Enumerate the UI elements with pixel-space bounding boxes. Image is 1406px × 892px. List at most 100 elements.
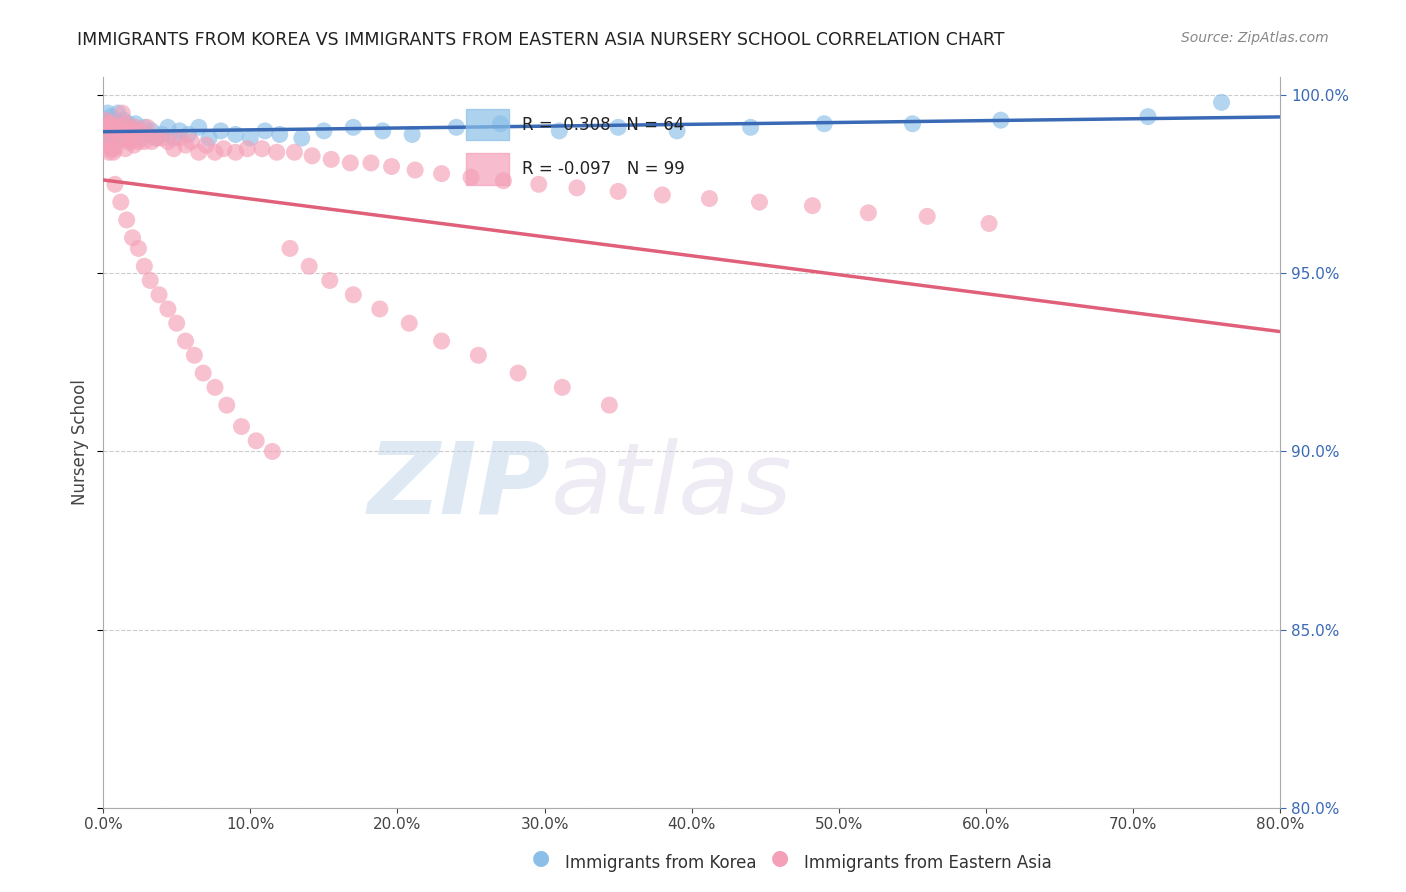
Point bbox=[134, 120, 156, 135]
Point bbox=[105, 124, 128, 138]
Point bbox=[114, 117, 136, 131]
Point bbox=[245, 434, 267, 448]
Point bbox=[134, 135, 156, 149]
Point bbox=[225, 145, 247, 160]
Point bbox=[156, 120, 179, 135]
Point bbox=[301, 149, 323, 163]
Point bbox=[96, 142, 118, 156]
Point bbox=[107, 106, 129, 120]
Point bbox=[607, 185, 630, 199]
Point bbox=[371, 124, 394, 138]
Point bbox=[321, 153, 343, 167]
Point bbox=[124, 120, 146, 135]
Point bbox=[94, 113, 117, 128]
Point bbox=[368, 301, 391, 316]
Point bbox=[139, 273, 162, 287]
Point bbox=[551, 380, 574, 394]
Point bbox=[236, 142, 259, 156]
Point bbox=[319, 273, 342, 287]
Point bbox=[145, 131, 167, 145]
Point bbox=[120, 135, 142, 149]
Point bbox=[100, 138, 122, 153]
Text: ●: ● bbox=[533, 848, 550, 868]
Point bbox=[858, 206, 880, 220]
Point bbox=[177, 128, 200, 142]
Point bbox=[598, 398, 620, 412]
Point bbox=[666, 124, 689, 138]
Point bbox=[813, 117, 835, 131]
Point bbox=[124, 117, 146, 131]
Point bbox=[111, 131, 134, 145]
Point bbox=[150, 128, 173, 142]
Point bbox=[94, 131, 117, 145]
Point bbox=[651, 188, 673, 202]
Point bbox=[183, 348, 205, 362]
Point bbox=[180, 135, 202, 149]
Point bbox=[114, 124, 136, 138]
Point bbox=[699, 192, 721, 206]
Point bbox=[112, 113, 135, 128]
Point bbox=[94, 113, 117, 128]
Point bbox=[250, 142, 273, 156]
Point bbox=[174, 334, 197, 348]
Point bbox=[380, 160, 402, 174]
Point bbox=[127, 124, 149, 138]
Point bbox=[1136, 110, 1159, 124]
Point bbox=[136, 120, 159, 135]
Text: Source: ZipAtlas.com: Source: ZipAtlas.com bbox=[1181, 31, 1329, 45]
Point bbox=[96, 106, 118, 120]
Point bbox=[110, 195, 132, 210]
Point bbox=[101, 113, 124, 128]
Point bbox=[107, 120, 129, 135]
Point bbox=[131, 124, 153, 138]
Point bbox=[93, 120, 115, 135]
Point bbox=[527, 178, 550, 192]
Point bbox=[508, 366, 530, 380]
Point bbox=[977, 217, 1000, 231]
Point bbox=[100, 110, 122, 124]
Point bbox=[187, 145, 209, 160]
Point bbox=[101, 131, 124, 145]
Point bbox=[96, 135, 118, 149]
Point bbox=[118, 131, 141, 145]
Y-axis label: Nursery School: Nursery School bbox=[72, 380, 89, 506]
Point bbox=[127, 242, 149, 256]
Point bbox=[100, 128, 122, 142]
Point bbox=[141, 135, 163, 149]
Point bbox=[253, 124, 276, 138]
Point bbox=[291, 131, 314, 145]
Point bbox=[156, 301, 179, 316]
Point bbox=[269, 128, 291, 142]
Text: Immigrants from Eastern Asia: Immigrants from Eastern Asia bbox=[804, 855, 1052, 872]
Point bbox=[460, 170, 482, 185]
Point bbox=[169, 131, 191, 145]
Point bbox=[136, 128, 159, 142]
Point bbox=[98, 117, 121, 131]
Point bbox=[98, 138, 121, 153]
Point bbox=[231, 419, 253, 434]
Point bbox=[283, 145, 305, 160]
Point bbox=[278, 242, 301, 256]
Point bbox=[111, 106, 134, 120]
Point bbox=[163, 142, 186, 156]
Point bbox=[104, 178, 127, 192]
Point bbox=[740, 120, 762, 135]
Point bbox=[105, 124, 128, 138]
Point bbox=[115, 213, 138, 227]
Point bbox=[339, 156, 361, 170]
Point bbox=[98, 120, 121, 135]
Point bbox=[398, 316, 420, 330]
Point bbox=[104, 131, 127, 145]
Text: IMMIGRANTS FROM KOREA VS IMMIGRANTS FROM EASTERN ASIA NURSERY SCHOOL CORRELATION: IMMIGRANTS FROM KOREA VS IMMIGRANTS FROM… bbox=[77, 31, 1005, 49]
Point bbox=[1211, 95, 1233, 110]
Point bbox=[110, 120, 132, 135]
Point bbox=[110, 120, 132, 135]
Point bbox=[401, 128, 423, 142]
Point bbox=[94, 135, 117, 149]
Point bbox=[122, 128, 145, 142]
Point bbox=[266, 145, 288, 160]
Point bbox=[104, 142, 127, 156]
Point bbox=[93, 124, 115, 138]
Point bbox=[98, 145, 121, 160]
Point bbox=[204, 145, 226, 160]
